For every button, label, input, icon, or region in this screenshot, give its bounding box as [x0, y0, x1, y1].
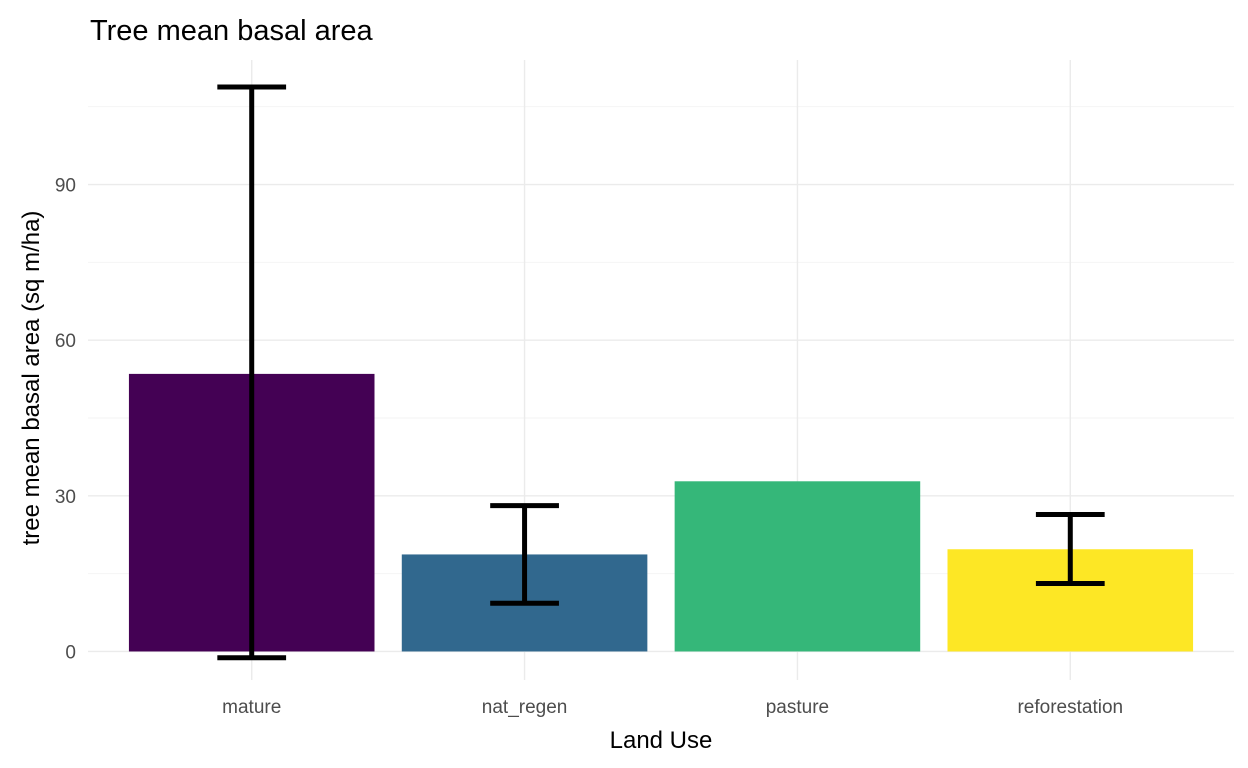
x-tick-label: pasture — [766, 697, 829, 718]
y-axis-tick-labels: 0 30 60 90 — [55, 176, 76, 664]
y-tick-label: 30 — [55, 487, 76, 508]
x-tick-label: reforestation — [1017, 697, 1123, 718]
error-bars — [217, 84, 1105, 661]
y-axis-title: tree mean basal area (sq m/ha) — [18, 211, 45, 546]
y-tick-label: 90 — [55, 176, 76, 197]
error-bar-mature — [217, 84, 287, 661]
x-tick-label: nat_regen — [482, 697, 568, 718]
y-tick-label: 60 — [55, 331, 76, 352]
bar-pasture — [674, 481, 921, 652]
x-axis-title: Land Use — [610, 727, 713, 754]
error-bar-reforestation — [1035, 511, 1105, 586]
chart-title: Tree mean basal area — [90, 15, 374, 47]
bars — [128, 373, 1194, 652]
x-axis-tick-labels: mature nat_regen pasture reforestation — [222, 697, 1123, 718]
y-tick-label: 0 — [65, 642, 76, 663]
x-tick-label: mature — [222, 697, 281, 718]
error-bar-nat_regen — [490, 503, 559, 606]
